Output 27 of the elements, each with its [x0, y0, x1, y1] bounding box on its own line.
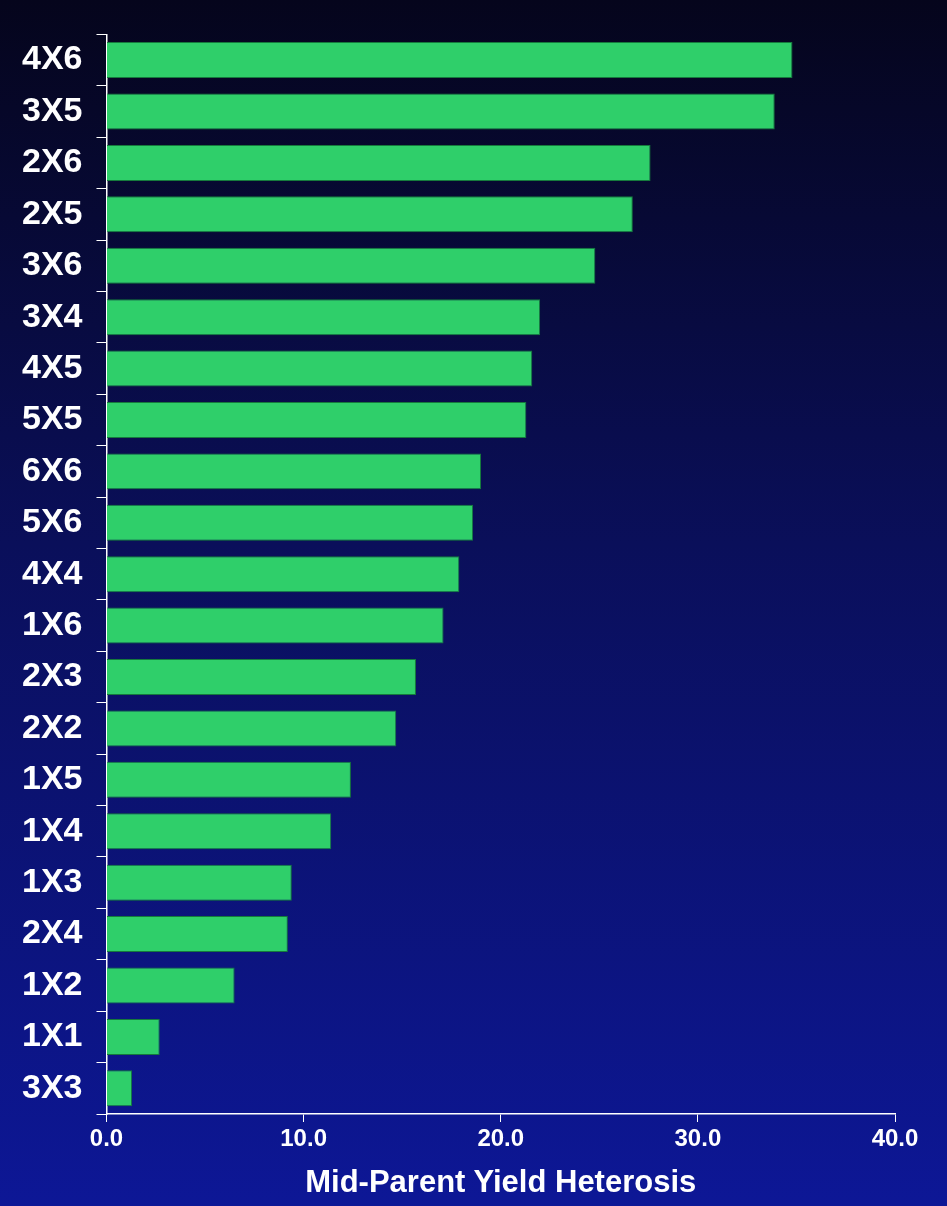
- y-tick-label: 4X4: [22, 552, 83, 591]
- x-tick-label: 20.0: [477, 1124, 525, 1152]
- y-tick-label: 3X4: [22, 295, 83, 334]
- y-tick-label: 6X6: [22, 449, 83, 488]
- y-tick-label: 2X2: [22, 706, 83, 745]
- y-tick-label: 5X5: [22, 398, 83, 437]
- y-tick-label: 5X6: [22, 501, 83, 540]
- y-tick-label: 1X1: [22, 1015, 83, 1054]
- x-tick-label: 0.0: [89, 1124, 124, 1152]
- y-tick-label: 3X6: [22, 244, 83, 283]
- x-axis-title: Mid-Parent Yield Heterosis: [305, 1163, 697, 1199]
- y-tick-label: 1X4: [22, 809, 83, 848]
- y-tick-label: 3X5: [22, 89, 83, 128]
- y-tick-label: 1X3: [22, 861, 83, 900]
- y-tick-label: 1X5: [22, 758, 83, 797]
- y-tick-label: 2X3: [22, 655, 83, 694]
- y-tick-label: 2X4: [22, 912, 83, 951]
- y-tick-label: 2X5: [22, 192, 83, 231]
- x-tick-label: 40.0: [871, 1124, 919, 1152]
- x-tick-label: 10.0: [280, 1124, 327, 1152]
- x-tick-label: 30.0: [674, 1124, 722, 1152]
- y-tick-label: 3X3: [22, 1066, 83, 1105]
- y-tick-label: 2X6: [22, 141, 83, 180]
- y-tick-label: 1X6: [22, 603, 83, 642]
- y-tick-label: 4X5: [22, 346, 83, 385]
- y-tick-label: 1X2: [22, 963, 83, 1002]
- y-tick-label: 4X6: [22, 38, 83, 77]
